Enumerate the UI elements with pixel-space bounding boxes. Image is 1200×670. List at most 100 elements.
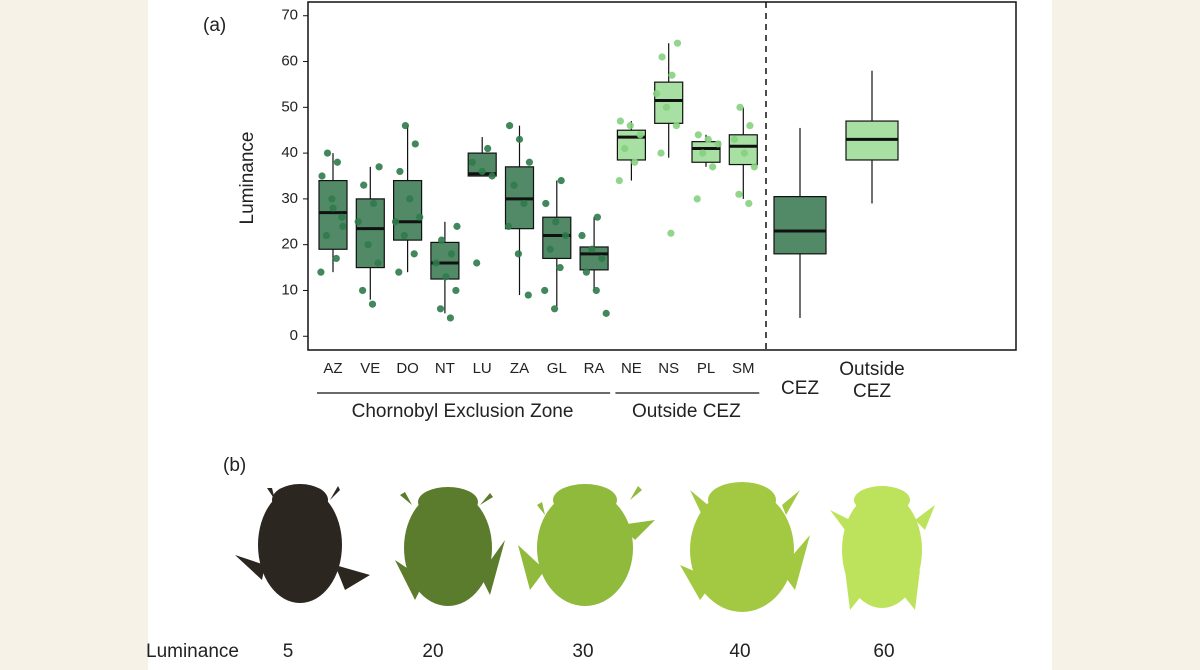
data-point xyxy=(488,172,496,180)
x-tick-label: NT xyxy=(435,360,455,377)
x-tick-label: AZ xyxy=(323,360,342,377)
luminance-value: 60 xyxy=(873,641,894,662)
data-point xyxy=(484,144,492,153)
data-point xyxy=(524,291,532,299)
data-point xyxy=(374,259,382,267)
data-point xyxy=(410,250,418,258)
data-point xyxy=(328,195,336,203)
data-point xyxy=(438,236,446,244)
data-point xyxy=(616,117,625,125)
data-point xyxy=(740,149,749,157)
data-point xyxy=(401,122,409,130)
x-tick-label: NS xyxy=(658,360,679,377)
y-tick-label: 10 xyxy=(281,281,298,298)
y-tick-label: 0 xyxy=(290,327,298,344)
data-point xyxy=(745,199,753,208)
data-point xyxy=(468,158,476,166)
data-point xyxy=(322,231,330,240)
data-point xyxy=(318,172,326,180)
data-point xyxy=(332,254,340,263)
y-tick-label: 30 xyxy=(281,190,298,207)
data-point xyxy=(588,245,596,253)
luminance-value: 40 xyxy=(729,641,750,662)
data-point xyxy=(631,158,639,166)
data-point xyxy=(370,199,378,208)
data-point xyxy=(338,213,346,221)
x-tick-label: PL xyxy=(697,360,715,377)
data-point xyxy=(593,213,602,221)
luminance-value: 5 xyxy=(283,641,294,662)
data-point xyxy=(736,103,744,111)
box xyxy=(393,179,423,241)
box xyxy=(773,196,827,255)
group-label: Chornobyl Exclusion Zone xyxy=(352,401,574,422)
panel-label: (b) xyxy=(223,455,246,476)
data-point xyxy=(598,254,606,263)
data-point xyxy=(515,135,524,143)
data-point xyxy=(506,122,514,130)
data-point xyxy=(514,250,523,258)
x-tick-label: ZA xyxy=(510,360,529,377)
data-point xyxy=(368,300,377,308)
y-tick-label: 20 xyxy=(281,236,298,253)
data-point xyxy=(735,190,743,198)
data-point xyxy=(636,131,644,139)
row-label: Luminance xyxy=(146,641,239,662)
data-point xyxy=(699,149,707,157)
data-point xyxy=(375,163,383,171)
data-point xyxy=(446,314,454,322)
x-tick-label: VE xyxy=(360,360,380,377)
data-point xyxy=(436,305,445,313)
data-point xyxy=(704,135,712,143)
x-tick-label: RA xyxy=(584,360,605,377)
data-point xyxy=(667,229,675,237)
data-point xyxy=(478,167,486,176)
data-point xyxy=(329,204,337,212)
data-point xyxy=(653,89,661,98)
luminance-value: 30 xyxy=(572,641,593,662)
data-point xyxy=(668,71,676,79)
data-point xyxy=(473,259,481,267)
x-tick-label: LU xyxy=(473,360,492,377)
data-point xyxy=(562,231,570,240)
data-point xyxy=(582,268,591,276)
data-point xyxy=(453,222,461,230)
x-tick-label: SM xyxy=(732,360,755,377)
y-tick-label: 40 xyxy=(281,144,298,161)
data-point xyxy=(510,181,518,189)
luminance-value: 20 xyxy=(422,641,443,662)
data-point xyxy=(693,195,701,203)
frog-photo xyxy=(680,482,810,612)
data-point xyxy=(323,149,332,157)
x-tick-label: DO xyxy=(396,360,419,377)
data-point xyxy=(339,222,347,230)
frog-photo xyxy=(395,487,505,606)
data-point xyxy=(447,250,456,258)
x-tick-label: GL xyxy=(547,360,567,377)
data-point xyxy=(400,231,408,240)
data-point xyxy=(391,218,400,226)
data-point xyxy=(396,167,404,176)
box xyxy=(467,152,497,177)
data-point xyxy=(520,199,528,208)
x-tick-label: NE xyxy=(621,360,642,377)
data-point xyxy=(546,245,554,253)
data-point xyxy=(714,140,722,148)
data-point xyxy=(750,163,758,171)
data-point xyxy=(626,122,634,130)
panel-label: (a) xyxy=(203,15,226,36)
data-point xyxy=(317,268,325,276)
box xyxy=(355,198,385,269)
data-point xyxy=(592,286,600,295)
data-point xyxy=(416,213,424,221)
data-point xyxy=(709,163,717,171)
data-point xyxy=(621,144,629,153)
data-point xyxy=(602,309,610,317)
data-point xyxy=(657,149,665,157)
data-point xyxy=(406,195,414,203)
data-point xyxy=(432,259,440,267)
data-point xyxy=(658,53,666,61)
data-point xyxy=(673,39,682,47)
